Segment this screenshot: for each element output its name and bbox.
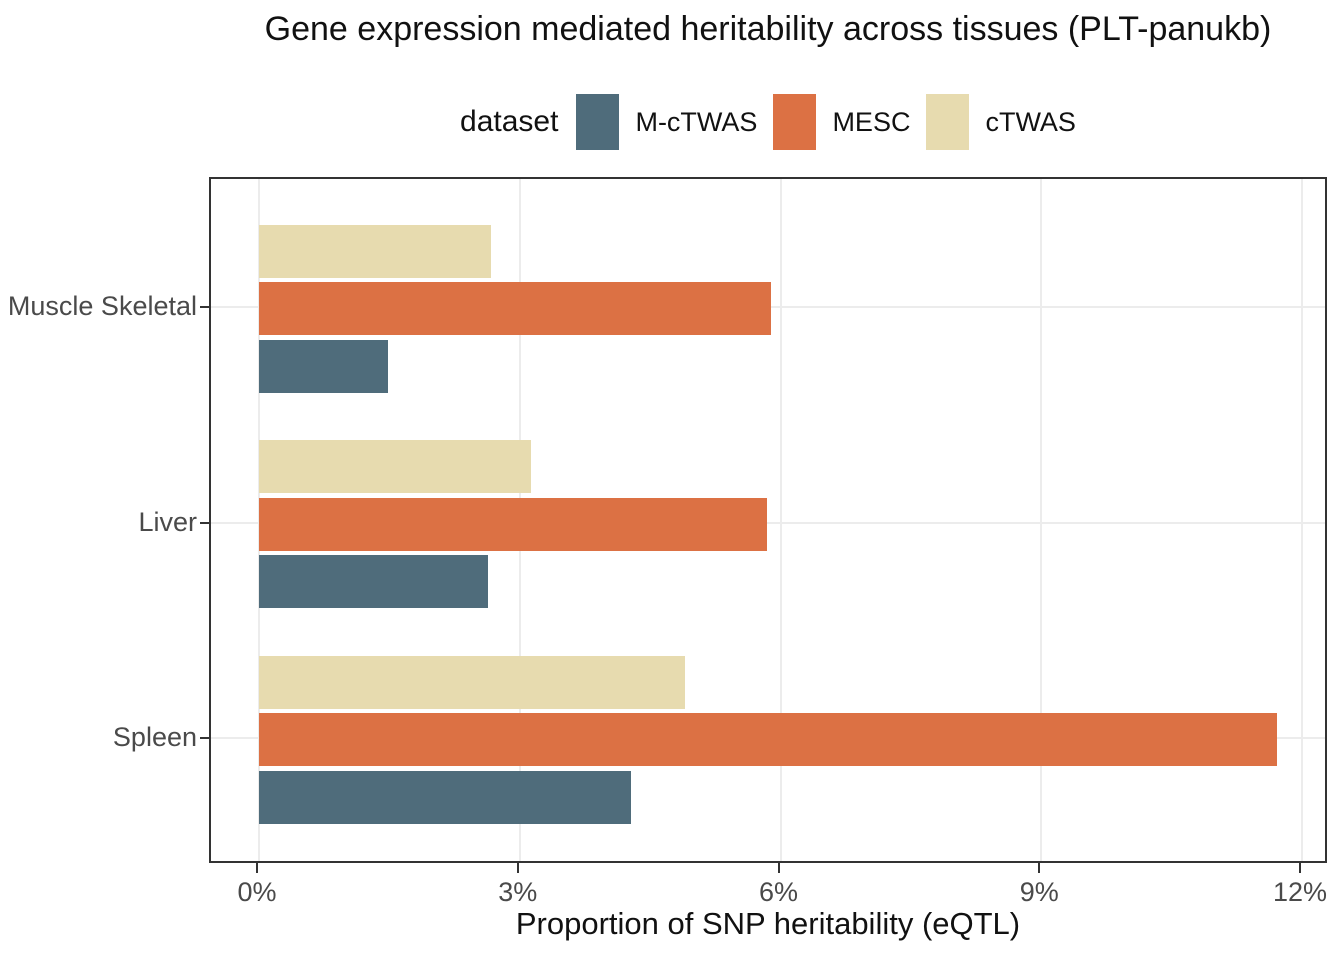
gridline-x-12 bbox=[1301, 179, 1303, 861]
y-axis-tick-1 bbox=[200, 521, 209, 524]
legend: dataset M-cTWAS MESC cTWAS bbox=[209, 93, 1327, 151]
x-axis-tick-label: 0% bbox=[237, 877, 277, 907]
x-axis-tick-6 bbox=[777, 863, 780, 873]
x-axis-tick-label: 12% bbox=[1272, 877, 1328, 907]
gridline-x-6 bbox=[779, 179, 782, 861]
legend-key-label: M-cTWAS bbox=[635, 106, 758, 137]
y-axis-tick-label: Spleen bbox=[112, 722, 197, 752]
x-axis-tick-9 bbox=[1038, 863, 1041, 873]
x-axis-tick-0 bbox=[256, 863, 258, 873]
x-axis-tick-label: 9% bbox=[1019, 877, 1059, 907]
y-axis-tick-label: Liver bbox=[138, 506, 197, 537]
x-axis-title: Proportion of SNP heritability (eQTL) bbox=[515, 906, 1021, 941]
bar-muscle-skeletal-MESC bbox=[259, 282, 771, 336]
x-axis-tick-label: 3% bbox=[498, 877, 538, 907]
bar-spleen-M-cTWAS bbox=[259, 770, 631, 824]
legend-key-swatch-M-cTWAS bbox=[576, 94, 620, 150]
x-axis-tick-12 bbox=[1299, 863, 1301, 873]
bar-liver-M-cTWAS bbox=[259, 555, 488, 609]
y-axis-tick-2 bbox=[200, 737, 209, 739]
bar-spleen-MESC bbox=[259, 713, 1277, 767]
plot-panel bbox=[209, 177, 1327, 863]
bar-liver-cTWAS bbox=[259, 440, 532, 494]
legend-key-label: MESC bbox=[832, 106, 911, 137]
bar-muscle-skeletal-M-cTWAS bbox=[259, 339, 388, 393]
legend-key-swatch-cTWAS bbox=[926, 94, 970, 150]
bar-spleen-cTWAS bbox=[259, 655, 685, 709]
bar-liver-MESC bbox=[259, 497, 768, 551]
plot-panel-inner bbox=[211, 179, 1325, 861]
x-axis-tick-3 bbox=[516, 863, 519, 873]
gridline-y-1 bbox=[211, 521, 1325, 524]
x-axis-tick-label: 6% bbox=[758, 877, 799, 907]
y-axis-tick-label: Muscle Skeletal bbox=[7, 291, 197, 321]
legend-title: dataset bbox=[460, 105, 559, 138]
legend-key-swatch-MESC bbox=[773, 94, 817, 150]
gridline-x-9 bbox=[1040, 179, 1043, 861]
y-axis-tick-0 bbox=[200, 306, 209, 308]
legend-key-label: cTWAS bbox=[985, 106, 1076, 137]
chart-title: Gene expression mediated heritability ac… bbox=[264, 10, 1272, 48]
bar-muscle-skeletal-cTWAS bbox=[259, 224, 492, 278]
